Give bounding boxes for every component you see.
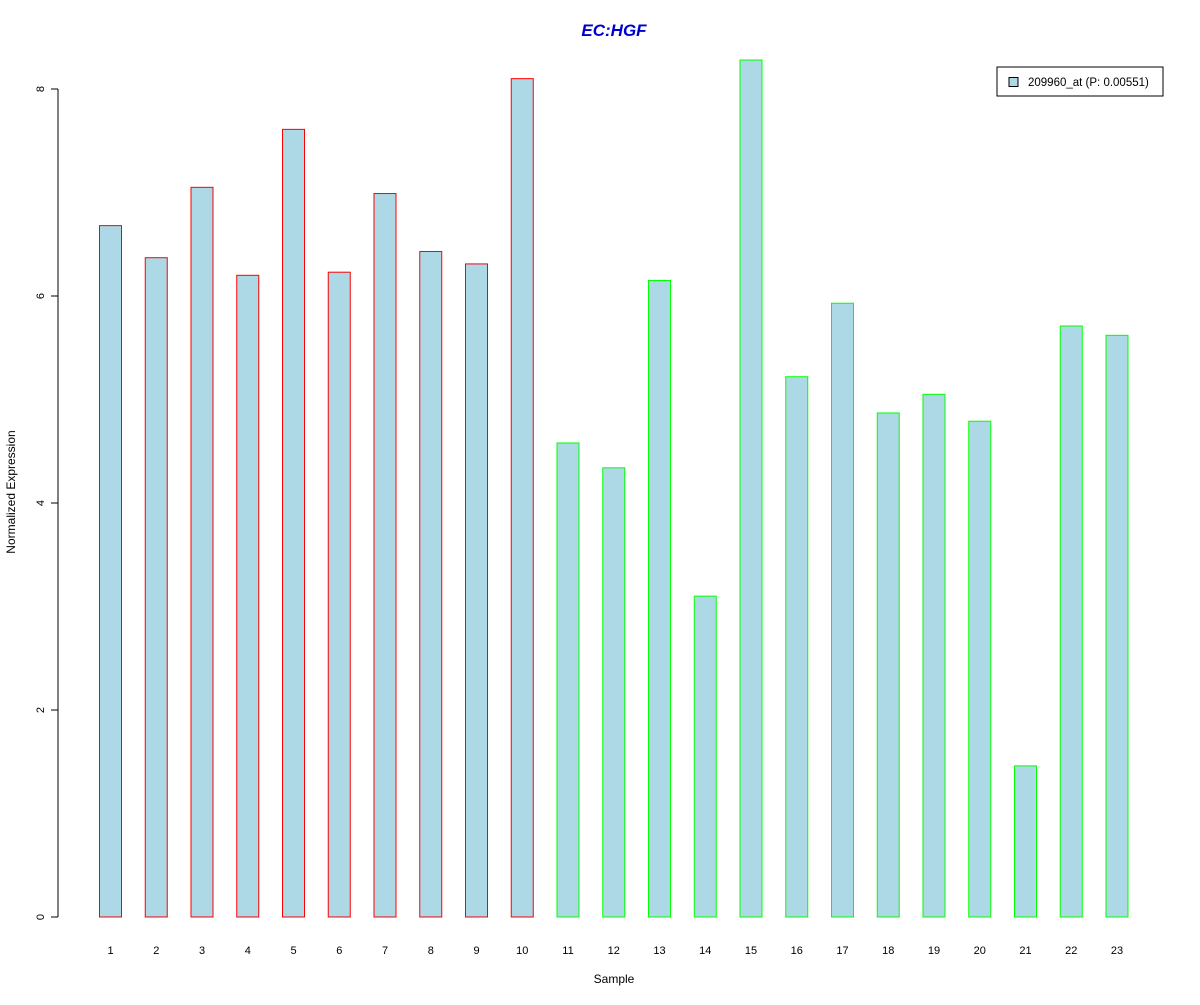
- y-tick-label: 2: [35, 707, 47, 713]
- bar-7: [373, 193, 397, 918]
- bar-6: [327, 271, 351, 918]
- bar-9: [465, 263, 488, 918]
- x-tick-label: 19: [928, 945, 940, 957]
- legend-swatch: [1008, 77, 1019, 87]
- x-tick-label: 10: [516, 945, 528, 957]
- x-tick-label: 5: [290, 945, 296, 957]
- x-tick-label: 14: [699, 945, 711, 957]
- x-tick-label: 16: [791, 945, 803, 957]
- bar-22: [1059, 325, 1083, 918]
- bar-11: [556, 442, 580, 918]
- bar-19: [922, 393, 946, 918]
- bar-18: [876, 412, 900, 918]
- x-tick-label: 8: [428, 945, 434, 957]
- legend-box: [996, 66, 1164, 97]
- x-tick-label: 7: [382, 945, 388, 957]
- y-tick-label: 8: [35, 86, 47, 92]
- bar-8: [419, 250, 443, 918]
- y-axis-label: Normalized Expression: [4, 430, 18, 553]
- y-tick-label: 6: [35, 293, 47, 299]
- bar-21: [1014, 765, 1037, 918]
- bar-5: [282, 128, 305, 918]
- x-tick-label: 23: [1111, 945, 1123, 957]
- y-tick-label: 4: [35, 500, 47, 506]
- x-tick-label: 3: [199, 945, 205, 957]
- x-tick-label: 20: [974, 945, 986, 957]
- x-tick-label: 17: [836, 945, 848, 957]
- x-axis-label: Sample: [594, 972, 635, 986]
- y-axis: 0 2 4 6 8: [35, 86, 59, 920]
- bars-group: [99, 59, 1129, 918]
- legend-label: 209960_at (P: 0.00551): [1028, 77, 1149, 89]
- bar-4: [236, 274, 260, 918]
- x-tick-label: 2: [153, 945, 159, 957]
- bar-14: [693, 595, 717, 918]
- bar-17: [831, 302, 854, 918]
- x-tick-label: 12: [608, 945, 620, 957]
- x-tick-label: 18: [882, 945, 894, 957]
- legend: 209960_at (P: 0.00551): [996, 66, 1164, 97]
- bar-10: [510, 78, 534, 918]
- bar-3: [190, 186, 214, 918]
- bar-16: [785, 376, 809, 918]
- bar-1: [99, 225, 122, 918]
- x-tick-label: 4: [245, 945, 251, 957]
- x-tick-label: 15: [745, 945, 757, 957]
- x-tick-label: 9: [473, 945, 479, 957]
- x-tick-label: 11: [562, 945, 573, 957]
- x-tick-labels: 1 2 3 4 5 6 7 8 9 10 11 12 13 14 15 16 17 18 19 20 21 22 23: [107, 945, 1123, 957]
- bar-15: [739, 59, 763, 918]
- bar-23: [1105, 334, 1129, 918]
- x-tick-label: 1: [107, 945, 113, 957]
- y-tick-label: 0: [35, 914, 47, 920]
- x-tick-label: 13: [653, 945, 665, 957]
- chart-title: EC:HGF: [581, 21, 647, 40]
- x-tick-label: 22: [1065, 945, 1077, 957]
- x-tick-label: 6: [336, 945, 342, 957]
- bar-12: [602, 467, 626, 918]
- bar-2: [144, 257, 168, 918]
- bar-20: [968, 420, 992, 918]
- x-tick-label: 21: [1019, 945, 1031, 957]
- bar-13: [648, 279, 671, 918]
